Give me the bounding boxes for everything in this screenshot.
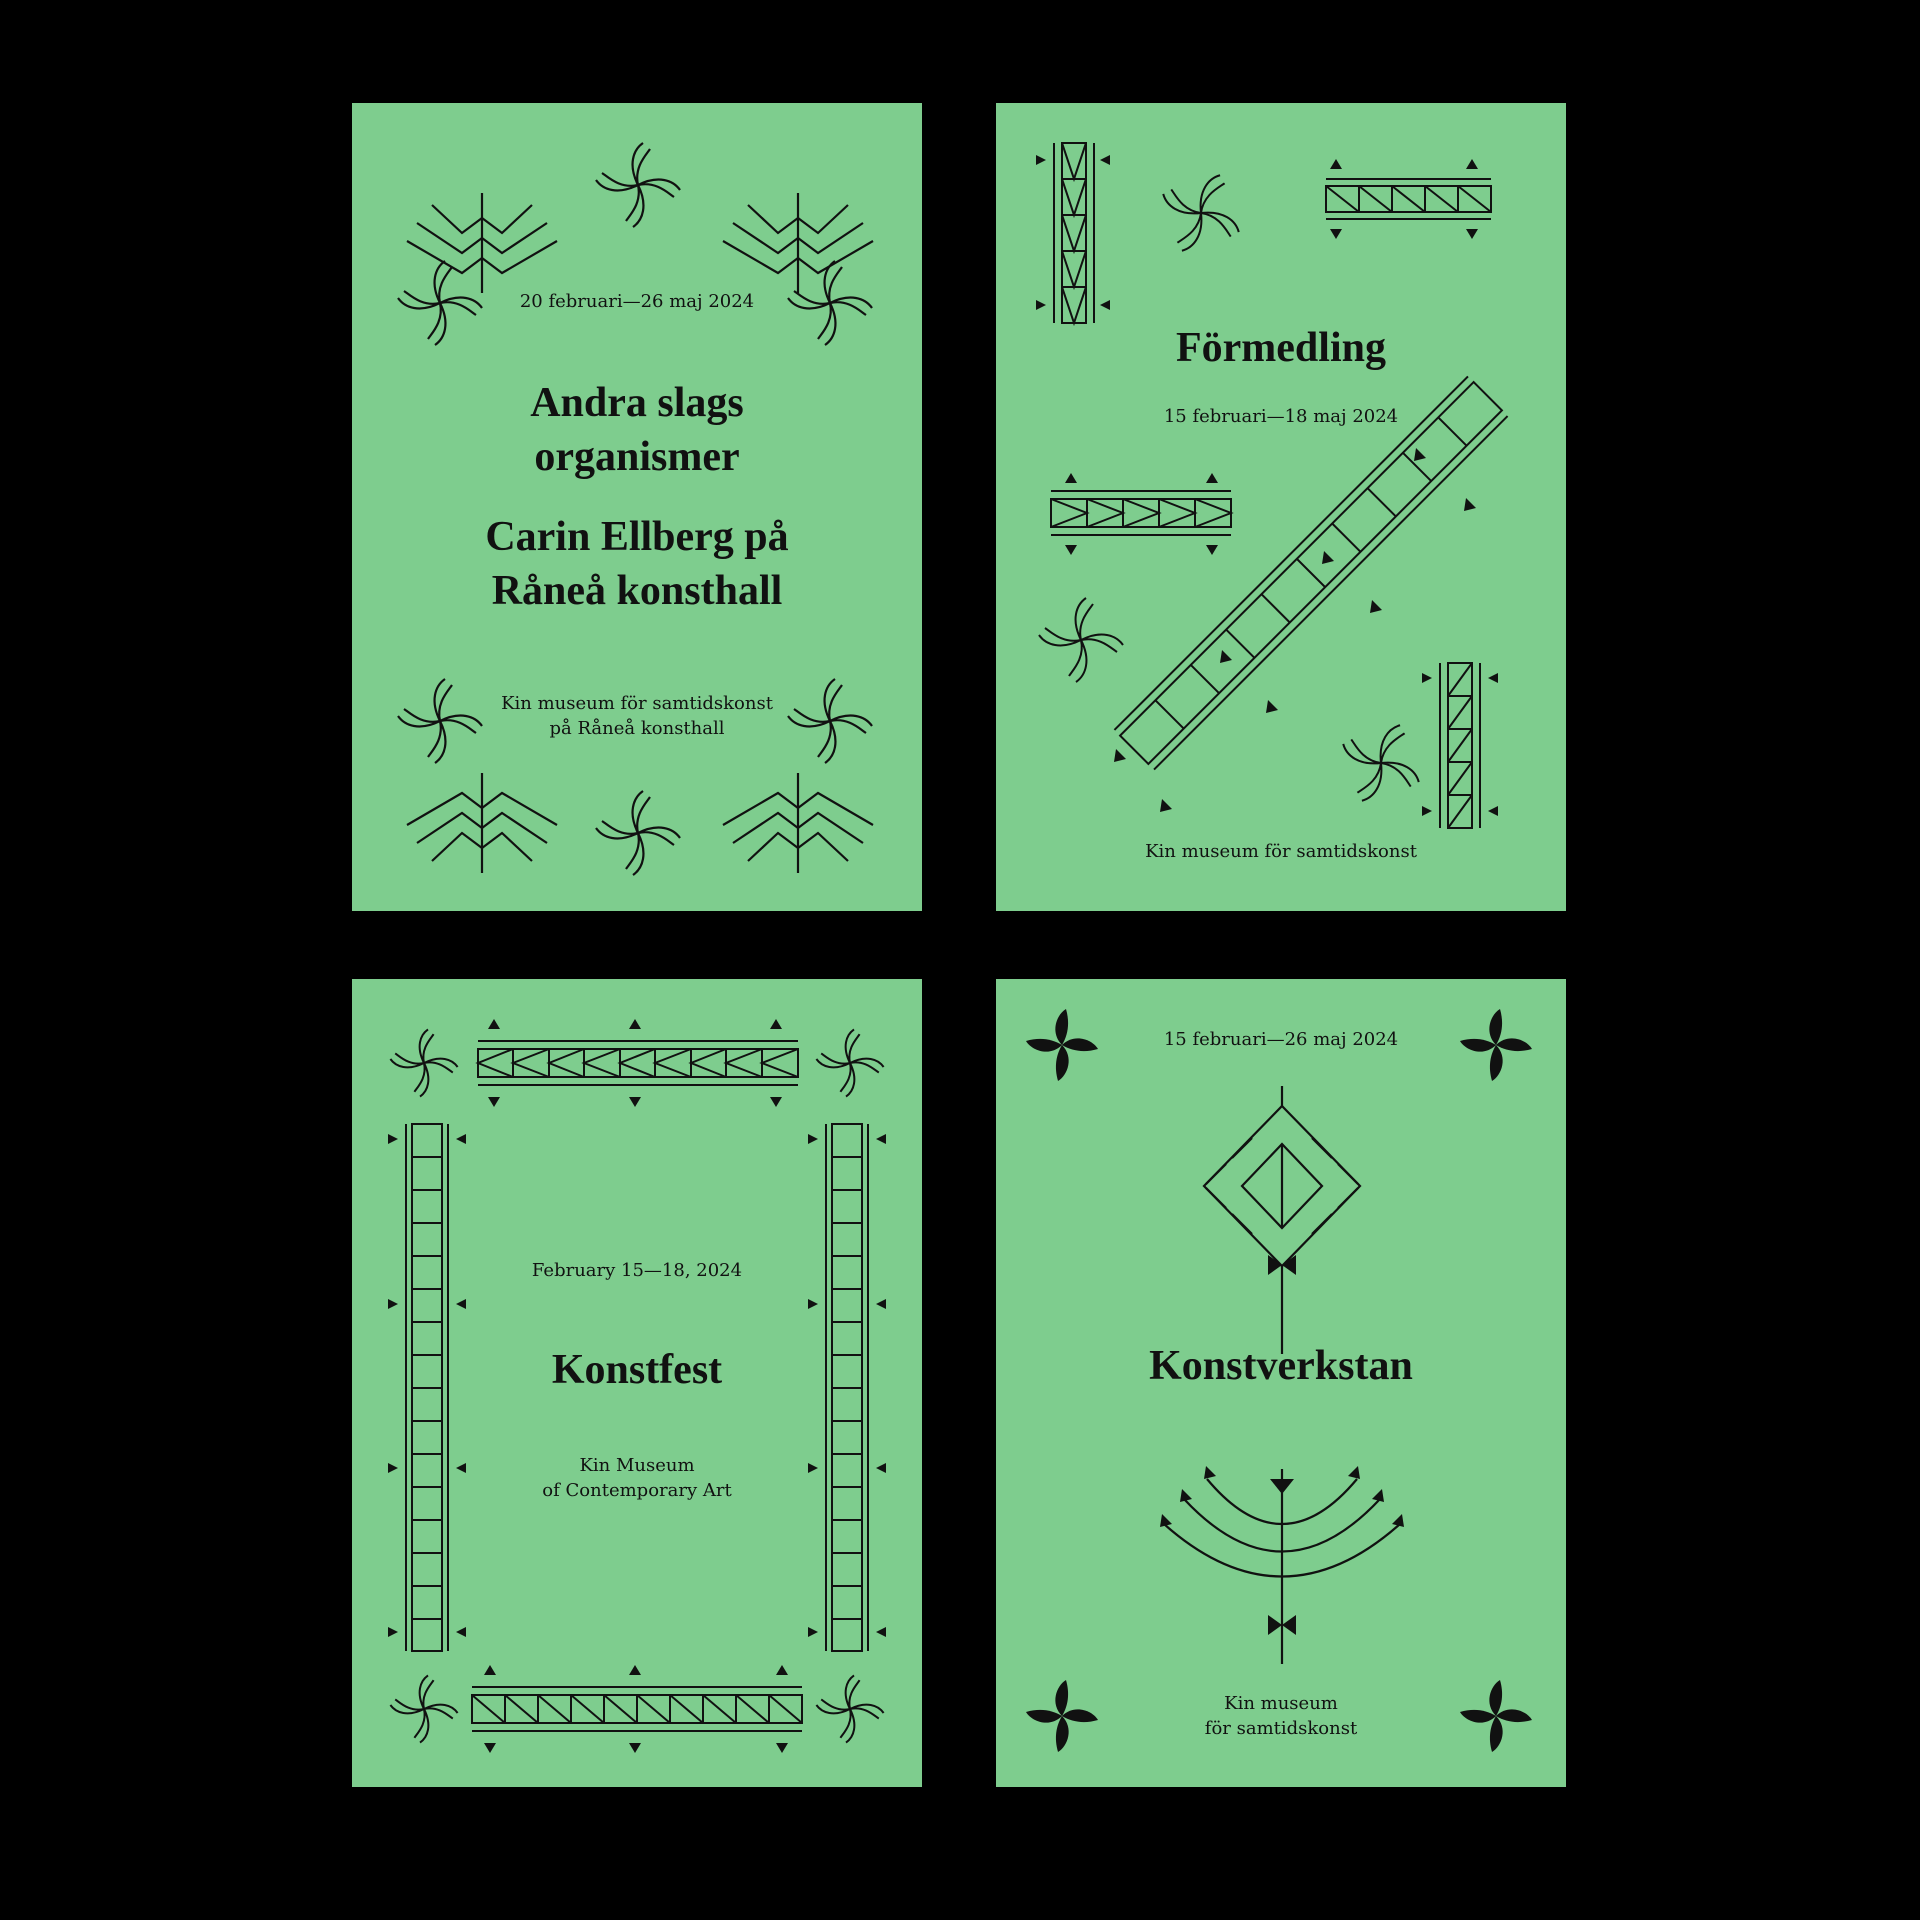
border-band-icon: [1114, 376, 1507, 769]
poster-3-ornaments: [388, 1019, 886, 1753]
poster-date: 15 februari—26 maj 2024: [1163, 1029, 1399, 1050]
poster-date: 15 februari—18 maj 2024: [1163, 406, 1399, 427]
title-line: organismer: [534, 434, 740, 480]
border-band-icon: [1440, 663, 1480, 828]
poster-title: Andra slags organismer: [352, 376, 922, 484]
four-petal-flower-icon: [1026, 1009, 1098, 1081]
four-petal-flower-icon: [596, 791, 680, 875]
venue-line: Kin Museum: [579, 1455, 695, 1476]
venue-line: för samtidskonst: [1204, 1718, 1358, 1739]
four-petal-flower-icon: [1039, 598, 1123, 682]
poster-date: February 15—18, 2024: [531, 1260, 743, 1281]
poster-4-ornaments: [1026, 1009, 1532, 1752]
poster-konstverkstan: 15 februari—26 maj 2024 Konstverkstan Ki…: [996, 979, 1566, 1787]
border-band-icon: [472, 1687, 802, 1731]
poster-title: Förmedling: [1176, 325, 1386, 371]
venue-line: på Råneå konsthall: [549, 718, 725, 739]
border-band-icon: [478, 1041, 798, 1085]
poster-konstfest: February 15—18, 2024 Konstfest Kin Museu…: [352, 979, 922, 1787]
venue-line: Kin museum: [1224, 1693, 1338, 1714]
branch-icon: [723, 193, 873, 293]
poster-1-ornaments: [352, 103, 922, 911]
four-petal-flower-icon: [1460, 1009, 1532, 1081]
four-petal-flower-icon: [398, 261, 482, 345]
four-petal-flower-icon: [398, 679, 482, 763]
four-petal-flower-icon: [788, 261, 872, 345]
poster-title: Konstverkstan: [1149, 1343, 1413, 1389]
subtitle-line: Råneå konsthall: [491, 568, 783, 614]
border-band-icon: [1054, 143, 1094, 323]
subtitle-line: Carin Ellberg på: [485, 514, 789, 560]
four-petal-flower-icon: [1460, 1680, 1532, 1752]
four-petal-flower-icon: [1327, 709, 1435, 817]
four-petal-flower-icon: [1147, 159, 1255, 267]
border-band-icon: [406, 1124, 448, 1651]
poster-andra-slags-organismer: 20 februari—26 maj 2024 Andra slags orga…: [352, 103, 922, 911]
title-line: Andra slags: [530, 380, 744, 426]
four-petal-flower-icon: [816, 1675, 883, 1742]
four-petal-flower-icon: [596, 143, 680, 227]
four-petal-flower-icon: [390, 1675, 457, 1742]
four-petal-flower-icon: [816, 1029, 883, 1096]
border-band-icon: [1051, 491, 1231, 535]
border-band-icon: [1326, 179, 1491, 219]
four-petal-flower-icon: [390, 1029, 457, 1096]
venue-line: Kin museum för samtidskonst: [501, 693, 773, 714]
arc-tree-icon: [1164, 1469, 1400, 1664]
four-petal-flower-icon: [1026, 1680, 1098, 1752]
poster-venue: Kin Museum of Contemporary Art: [352, 1453, 922, 1503]
poster-2-ornaments: [1036, 103, 1566, 911]
four-petal-flower-icon: [788, 679, 872, 763]
poster-venue: Kin museum för samtidskonst på Råneå kon…: [352, 691, 922, 741]
branch-icon: [723, 773, 873, 873]
poster-title: Konstfest: [551, 1347, 723, 1393]
poster-date: 20 februari—26 maj 2024: [519, 291, 755, 312]
branch-icon: [407, 773, 557, 873]
poster-subtitle: Carin Ellberg på Råneå konsthall: [352, 510, 922, 618]
poster-venue: Kin museum för samtidskonst: [996, 1691, 1566, 1741]
diamond-tree-icon: [1204, 1086, 1360, 1354]
branch-icon: [407, 193, 557, 293]
venue-line: of Contemporary Art: [542, 1480, 732, 1501]
border-band-icon: [826, 1124, 868, 1651]
poster-venue: Kin museum för samtidskonst: [1145, 841, 1417, 862]
poster-formedling: Förmedling 15 februari—18 maj 2024 Kin m…: [996, 103, 1566, 911]
